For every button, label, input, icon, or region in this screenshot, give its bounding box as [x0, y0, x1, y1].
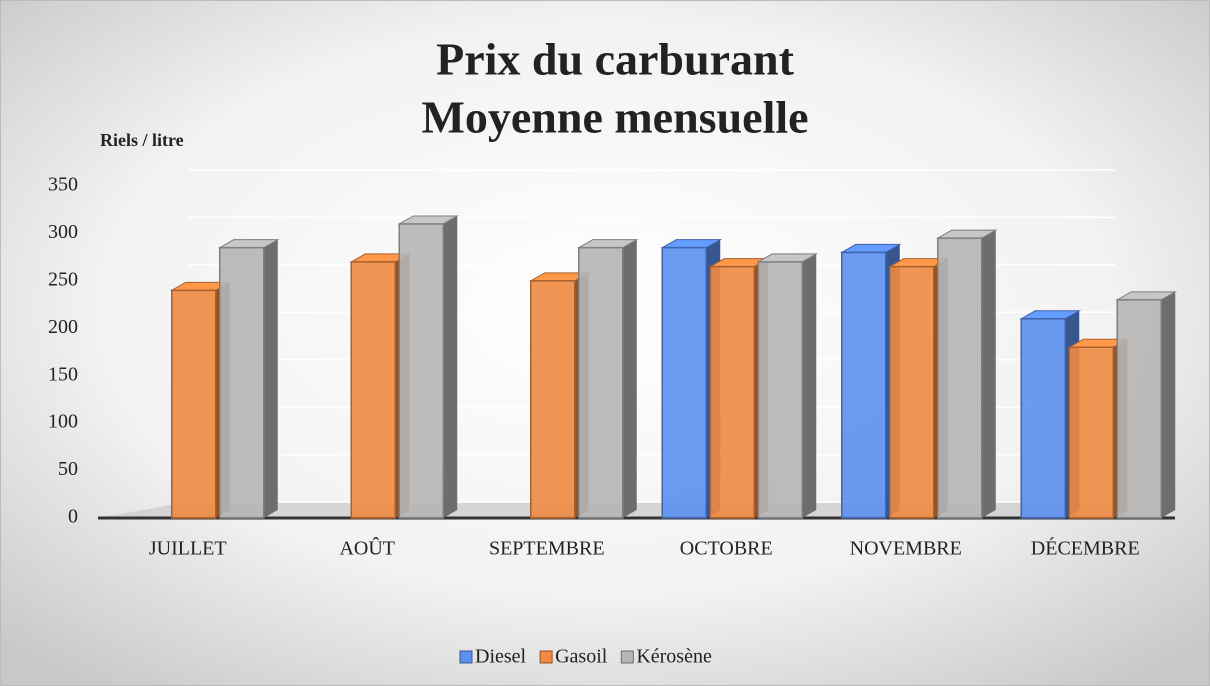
bar-side — [802, 253, 817, 518]
bar — [1068, 346, 1114, 519]
bar — [841, 251, 887, 519]
bar — [219, 246, 265, 519]
bar — [398, 223, 444, 519]
bar — [757, 261, 803, 519]
y-tick-label: 0 — [68, 506, 78, 528]
x-tick-label: DÉCEMBRE — [1031, 537, 1140, 560]
chart-title: Prix du carburant — [436, 34, 794, 85]
bar — [709, 265, 755, 519]
bar-side — [443, 215, 458, 518]
x-tick-label: AOÛT — [339, 536, 395, 560]
legend: Diesel Gasoil Kérosène — [459, 646, 712, 668]
bar — [1020, 318, 1066, 519]
bar-side — [622, 239, 637, 518]
legend-label: Diesel — [475, 646, 527, 668]
bar — [350, 261, 396, 519]
bar-side — [981, 230, 996, 518]
bar-side — [1161, 291, 1176, 518]
y-tick-label: 200 — [48, 316, 78, 338]
bar — [578, 246, 624, 519]
bar — [889, 265, 935, 519]
chart-subtitle: Moyenne mensuelle — [421, 92, 808, 143]
legend-swatch — [459, 650, 473, 664]
y-tick-label: 100 — [48, 411, 78, 433]
x-tick-label: NOVEMBRE — [850, 538, 962, 560]
y-tick-label: 300 — [48, 221, 78, 243]
x-tick-label: SEPTEMBRE — [489, 538, 605, 560]
bar-side — [263, 239, 278, 518]
bar — [1116, 299, 1162, 519]
bar — [937, 237, 983, 519]
x-tick-label: OCTOBRE — [680, 538, 773, 560]
bar — [530, 280, 576, 519]
legend-swatch — [539, 650, 553, 664]
bar — [661, 246, 707, 519]
y-tick-label: 50 — [58, 458, 78, 480]
x-tick-label: JUILLET — [149, 538, 227, 560]
y-tick-label: 250 — [48, 268, 78, 290]
y-tick-label: 150 — [48, 363, 78, 385]
bar — [171, 289, 217, 519]
legend-label: Kérosène — [636, 646, 712, 668]
y-axis-label: Riels / litre — [100, 130, 184, 150]
y-tick-label: 350 — [48, 174, 78, 196]
legend-label: Gasoil — [555, 646, 608, 668]
legend-swatch — [620, 650, 634, 664]
